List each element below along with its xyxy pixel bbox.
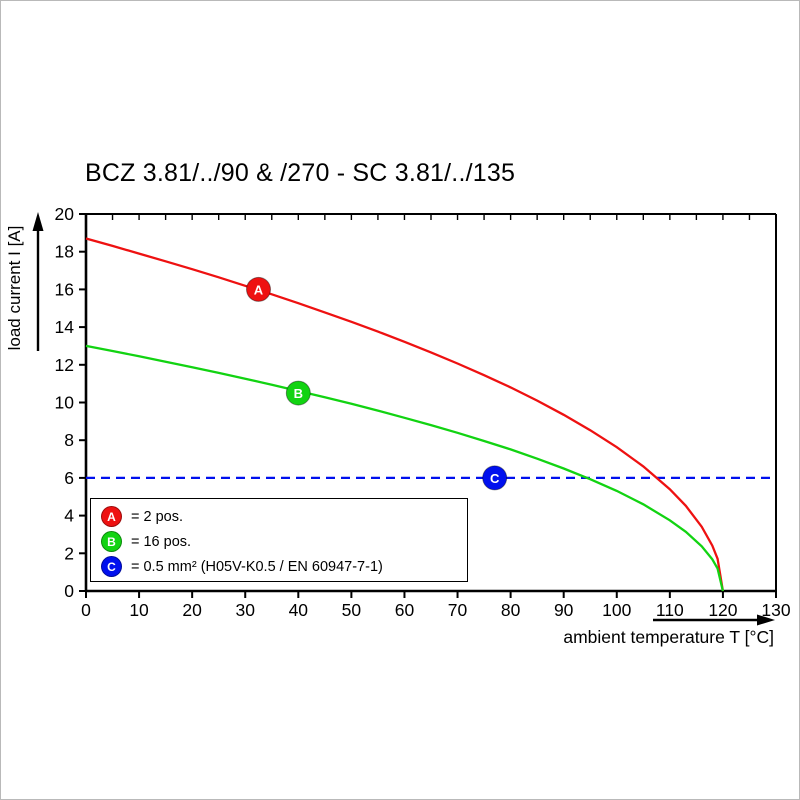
y-tick-label: 16 — [55, 279, 74, 299]
x-tick-label: 60 — [395, 600, 415, 620]
x-tick-label: 120 — [708, 600, 737, 620]
y-tick-label: 8 — [64, 430, 74, 450]
marker-letter-B: B — [294, 386, 303, 401]
y-tick-label: 10 — [55, 393, 75, 413]
x-tick-label: 50 — [342, 600, 362, 620]
series-a-badge: A — [101, 506, 122, 527]
marker-letter-C: C — [490, 471, 500, 486]
legend-label-a: = 2 pos. — [131, 508, 183, 525]
y-tick-label: 20 — [55, 204, 75, 224]
x-tick-label: 100 — [602, 600, 631, 620]
curve-A — [85, 237, 725, 592]
x-axis-label: ambient temperature T [°C] — [563, 627, 774, 647]
curve-B — [85, 344, 725, 592]
y-tick-label: 14 — [55, 317, 75, 337]
legend: A = 2 pos. B = 16 pos. C = 0.5 mm² (H05V… — [90, 498, 468, 582]
y-tick-label: 0 — [64, 581, 74, 601]
series-c-badge: C — [101, 556, 122, 577]
x-tick-label: 90 — [554, 600, 574, 620]
legend-item-c: C = 0.5 mm² (H05V-K0.5 / EN 60947-7-1) — [101, 554, 467, 579]
legend-item-b: B = 16 pos. — [101, 529, 467, 554]
marker-B — [285, 380, 311, 406]
x-axis-arrow-head — [757, 614, 775, 626]
x-tick-label: 130 — [761, 600, 790, 620]
x-tick-label: 20 — [182, 600, 202, 620]
series-a-letter: A — [107, 509, 116, 524]
y-tick-label: 2 — [64, 543, 74, 563]
series-b-badge: B — [101, 531, 122, 552]
x-tick-label: 110 — [656, 600, 684, 620]
x-tick-label: 70 — [448, 600, 468, 620]
y-axis-label: load current I [A] — [5, 225, 24, 351]
legend-label-c: = 0.5 mm² (H05V-K0.5 / EN 60947-7-1) — [131, 558, 383, 575]
y-tick-label: 12 — [55, 355, 74, 375]
chart-title: BCZ 3.81/../90 & /270 - SC 3.81/../135 — [85, 159, 516, 187]
x-tick-label: 40 — [289, 600, 309, 620]
marker-C — [482, 465, 508, 491]
marker-A — [246, 276, 271, 302]
legend-label-b: = 16 pos. — [131, 533, 192, 550]
y-axis-arrow-head — [32, 212, 44, 231]
series-b-letter: B — [107, 534, 116, 549]
y-tick-label: 18 — [55, 242, 74, 262]
x-tick-label: 0 — [81, 600, 91, 620]
x-tick-label: 10 — [129, 600, 149, 620]
legend-item-a: A = 2 pos. — [101, 504, 467, 529]
y-tick-label: 4 — [64, 506, 74, 526]
x-tick-label: 80 — [501, 600, 521, 620]
y-tick-label: 6 — [64, 468, 74, 488]
series-c-letter: C — [107, 559, 116, 574]
marker-letter-A: A — [254, 282, 264, 297]
x-tick-label: 30 — [235, 600, 255, 620]
